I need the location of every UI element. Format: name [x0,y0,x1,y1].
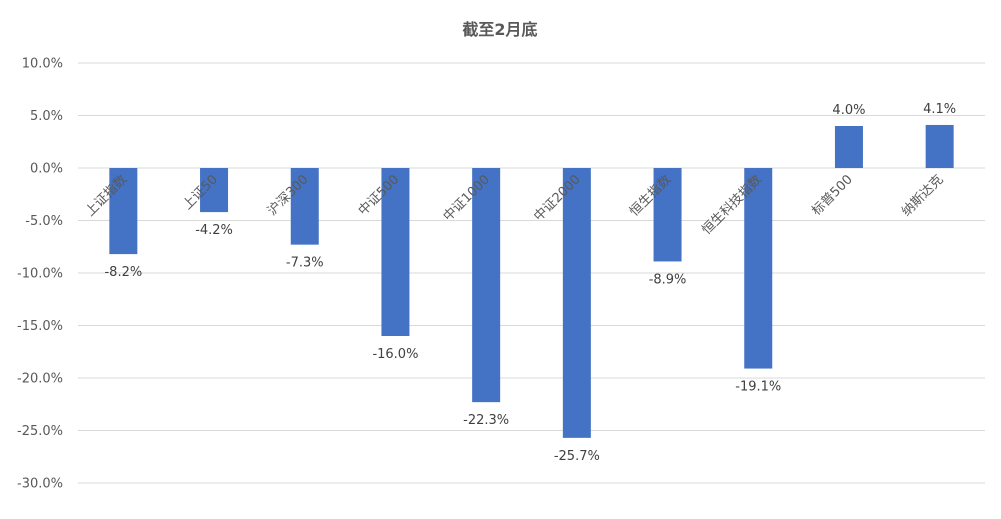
y-tick-label: 0.0% [30,162,63,177]
bar [109,168,138,255]
y-tick-label: -25.0% [17,424,63,439]
data-label: -22.3% [463,413,509,428]
bar [381,168,410,336]
y-tick-label: -30.0% [17,477,63,492]
data-label: -8.9% [649,272,687,287]
bar [290,168,319,245]
bar [472,168,501,403]
y-tick-label: -20.0% [17,372,63,387]
x-category-label: 纳斯达克 [899,172,946,219]
y-tick-label: -5.0% [25,214,63,229]
chart-title: 截至2月底 [462,20,537,39]
y-axis-tick-labels: 10.0% 5.0% 0.0% -5.0% -10.0% -15.0% -20.0% -25.… [17,57,63,492]
data-label: -19.1% [735,380,781,395]
bars [109,124,954,438]
x-category-label: 标普500 [809,172,856,219]
bar [653,168,682,262]
y-tick-label: -10.0% [17,267,63,282]
data-labels: -8.2% -4.2% -7.3% -16.0% -22.3% -25.7% -8.9% -1… [104,102,956,464]
bar [834,126,863,168]
data-label: 4.0% [832,103,865,118]
data-label: -7.3% [286,256,324,271]
y-tick-label: -15.0% [17,319,63,334]
bar [200,168,229,213]
y-tick-label: 5.0% [30,109,63,124]
bar [925,124,954,168]
data-label: -4.2% [195,223,233,238]
bar [744,168,773,369]
data-label: 4.1% [923,102,956,117]
bar [562,168,591,438]
gridlines [78,62,985,484]
data-label: -25.7% [554,449,600,464]
data-label: -8.2% [104,265,142,280]
y-tick-label: 10.0% [22,57,63,72]
data-label: -16.0% [372,347,418,362]
